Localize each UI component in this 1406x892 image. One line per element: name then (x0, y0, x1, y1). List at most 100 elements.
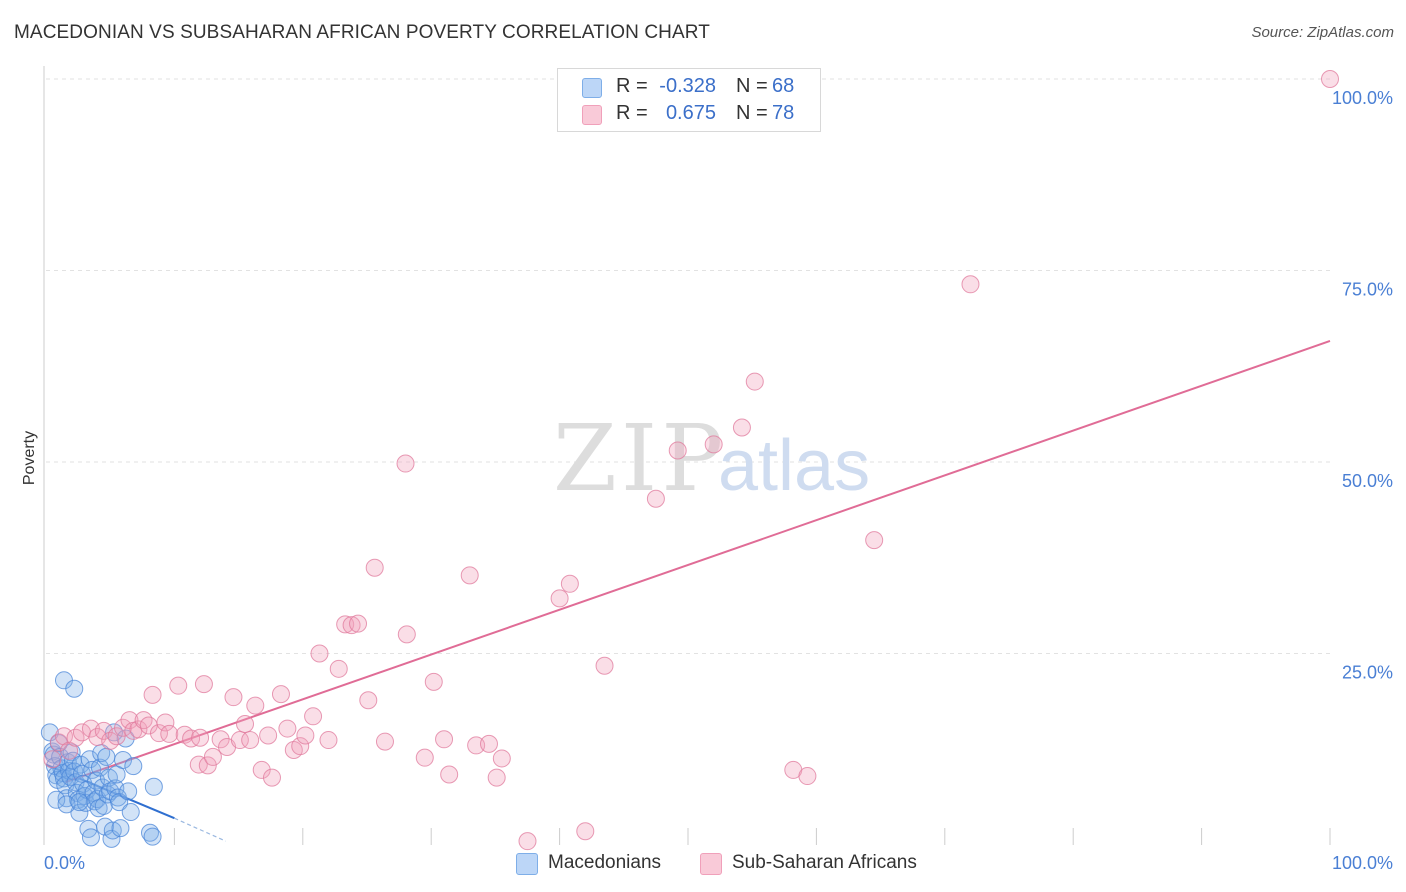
data-point (211, 730, 230, 749)
watermark-atlas: atlas (718, 426, 870, 506)
data-point (732, 418, 751, 437)
data-point (668, 441, 687, 460)
y-tick-label: 25.0% (1342, 663, 1393, 683)
data-point (329, 659, 348, 678)
legend-n-value: 68 (772, 75, 795, 97)
data-point (646, 489, 665, 508)
data-point (70, 803, 89, 822)
legend-r-value: 0.675 (665, 102, 716, 124)
data-point (97, 747, 116, 766)
watermark-zip: ZIP (553, 405, 727, 512)
data-point (121, 803, 140, 822)
data-point (43, 750, 62, 769)
data-point (460, 566, 479, 585)
y-tick-label: 50.0% (1342, 471, 1393, 491)
data-point (143, 685, 162, 704)
chart-source: Source: ZipAtlas.com (1251, 24, 1394, 41)
data-point (156, 713, 175, 732)
y-tick-label: 100.0% (1332, 88, 1393, 108)
data-point (397, 625, 416, 644)
data-point (304, 707, 323, 726)
data-point (246, 696, 265, 715)
y-tick-label: 75.0% (1342, 280, 1393, 300)
data-point (961, 275, 980, 294)
data-point (252, 760, 271, 779)
data-point (576, 822, 595, 841)
data-point (296, 726, 315, 745)
data-point (90, 758, 109, 777)
data-point (149, 724, 168, 743)
series-swatch-subsaharan (700, 853, 722, 875)
data-point (119, 782, 138, 801)
data-point (359, 691, 378, 710)
grid-layer (46, 78, 1330, 654)
data-point (230, 731, 249, 750)
legend-swatch-subsaharan (582, 105, 602, 125)
data-point (865, 531, 884, 550)
data-point (198, 756, 217, 775)
legend-n-value: 78 (772, 102, 795, 124)
data-point (241, 731, 260, 750)
data-point (114, 718, 133, 737)
data-point (550, 589, 569, 608)
y-axis-label: Poverty (21, 431, 38, 485)
correlation-legend: R = -0.328 N = 68 R = 0.675 N = 78 (557, 68, 821, 132)
data-point (518, 832, 537, 851)
data-point (101, 731, 120, 750)
data-point (236, 714, 255, 733)
legend-r-label: R = (616, 75, 648, 97)
data-point (182, 729, 201, 748)
series-legend-label: Sub-Saharan Africans (732, 852, 917, 873)
data-point (375, 732, 394, 751)
data-point (114, 750, 133, 769)
data-point (560, 574, 579, 593)
data-point (224, 688, 243, 707)
chart-title: MACEDONIAN VS SUBSAHARAN AFRICAN POVERTY… (14, 22, 710, 43)
data-point (487, 768, 506, 787)
data-point (704, 435, 723, 454)
points-subsaharan (43, 70, 1339, 851)
trend-line-subsaharan (64, 340, 1331, 784)
data-point (189, 755, 208, 774)
data-point (349, 614, 368, 633)
legend-r-value: -0.328 (659, 75, 716, 97)
data-point (71, 755, 90, 774)
data-point (120, 711, 139, 730)
data-point (365, 558, 384, 577)
data-point (415, 748, 434, 767)
data-point (424, 672, 443, 691)
series-swatch-macedonians (516, 853, 538, 875)
legend-n-label: N = (736, 102, 768, 124)
data-point (798, 767, 817, 786)
data-point (492, 749, 511, 768)
data-point (435, 730, 454, 749)
data-point (479, 734, 498, 753)
data-point (1321, 70, 1339, 88)
data-point (342, 616, 361, 635)
trend-extension-macedonians (174, 817, 227, 842)
data-point (129, 720, 148, 739)
x-tick-label: 100.0% (1332, 853, 1393, 873)
data-point (291, 737, 310, 756)
axis-layer (43, 66, 1331, 845)
data-point (336, 615, 355, 634)
data-point (65, 679, 84, 698)
data-point (124, 757, 143, 776)
data-point (54, 727, 73, 746)
data-point (467, 736, 486, 755)
data-point (319, 731, 338, 750)
x-tick-layer: 0.0% 100.0% (44, 853, 1393, 873)
data-point (169, 676, 188, 695)
data-point (203, 747, 222, 766)
data-point (134, 711, 153, 730)
data-point (396, 454, 415, 473)
data-point (595, 656, 614, 675)
data-point (191, 728, 210, 747)
point-layer (40, 70, 1339, 851)
data-point (259, 726, 278, 745)
data-point (745, 372, 764, 391)
data-point (111, 819, 130, 838)
x-tick-label: 0.0% (44, 853, 85, 873)
data-point (81, 828, 100, 847)
data-point (70, 793, 89, 812)
